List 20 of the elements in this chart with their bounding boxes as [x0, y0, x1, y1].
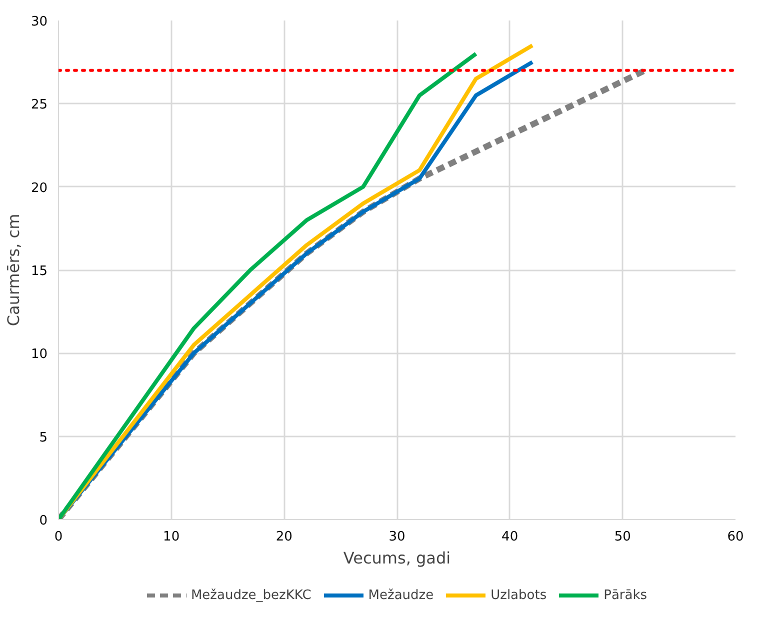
x-tick-label: 10 — [163, 530, 180, 544]
x-tick-label: 0 — [54, 530, 63, 544]
x-axis-title: Vecums, gadi — [343, 548, 451, 568]
y-tick-label: 10 — [30, 347, 48, 362]
y-axis-title: Caurmērs, cm — [4, 214, 23, 326]
y-tick-label: 25 — [30, 98, 48, 113]
legend-label: Pārāks — [604, 588, 648, 602]
y-tick-label: 0 — [39, 514, 48, 528]
y-tick-label: 5 — [39, 430, 48, 446]
legend-label: Mežaudze_bezKKC — [190, 588, 312, 602]
x-tick-label: 40 — [502, 530, 518, 544]
y-tick-label: 15 — [30, 264, 48, 279]
y-tick-label: 20 — [30, 180, 48, 196]
legend-label: Uzlabots — [490, 588, 547, 602]
y-tick-label: 30 — [30, 14, 48, 30]
x-tick-label: 20 — [276, 530, 292, 544]
x-tick-label: 50 — [614, 530, 631, 544]
x-tick-label: 60 — [727, 530, 744, 544]
x-tick-label: 30 — [388, 530, 406, 544]
legend-label: Mežaudze — [368, 588, 434, 602]
